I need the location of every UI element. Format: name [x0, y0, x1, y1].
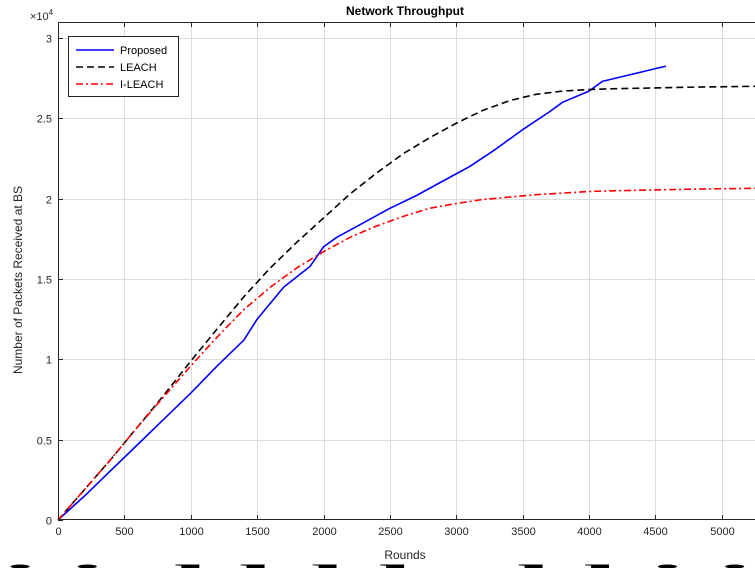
y-exponent-base: ×10	[30, 11, 49, 23]
legend-label: I-LEACH	[120, 79, 163, 91]
axis-ticks: 0 500 1000 1500 2000 2500 3000 3500 4000 4500 5000…	[37, 22, 735, 538]
y-exponent-label: ×104	[30, 8, 54, 23]
x-tick-label: 0	[55, 526, 61, 538]
x-tick-label: 5000	[710, 526, 734, 538]
y-tick-label: 2	[46, 195, 52, 207]
plot-border	[58, 22, 755, 520]
x-tick-label: 2000	[312, 526, 336, 538]
y-tick-label: 0.5	[37, 436, 52, 448]
legend-box	[68, 36, 179, 97]
series-line-leach	[57, 85, 755, 521]
x-tick-label: 1000	[179, 526, 203, 538]
y-tick-label: 2.5	[37, 114, 52, 126]
x-tick-label: 3000	[444, 526, 468, 538]
legend-label: Proposed	[120, 45, 167, 57]
cropped-caption-text: i i d bl h d l i i	[2, 560, 752, 568]
legend-label: LEACH	[120, 62, 157, 74]
y-tick-label: 1	[46, 355, 52, 367]
x-tick-label: 4500	[643, 526, 667, 538]
y-tick-label: 0	[46, 516, 52, 528]
plot-area	[58, 22, 755, 520]
series-group	[57, 65, 755, 521]
chart-title: Network Throughput	[346, 4, 464, 18]
x-axis-label: Rounds	[384, 548, 425, 562]
y-axis-label: Number of Packets Received at BS	[11, 186, 25, 374]
y-exponent-power: 4	[49, 8, 54, 17]
y-tick-label: 1.5	[37, 275, 52, 287]
x-tick-label: 500	[115, 526, 133, 538]
x-tick-label: 1500	[245, 526, 269, 538]
legend: Proposed LEACH I-LEACH	[68, 36, 179, 97]
series-line-proposed	[57, 65, 667, 521]
series-line-i-leach	[57, 187, 755, 521]
x-tick-label: 2500	[378, 526, 402, 538]
x-tick-label: 4000	[577, 526, 601, 538]
x-tick-label: 3500	[511, 526, 535, 538]
y-tick-label: 3	[46, 34, 52, 46]
